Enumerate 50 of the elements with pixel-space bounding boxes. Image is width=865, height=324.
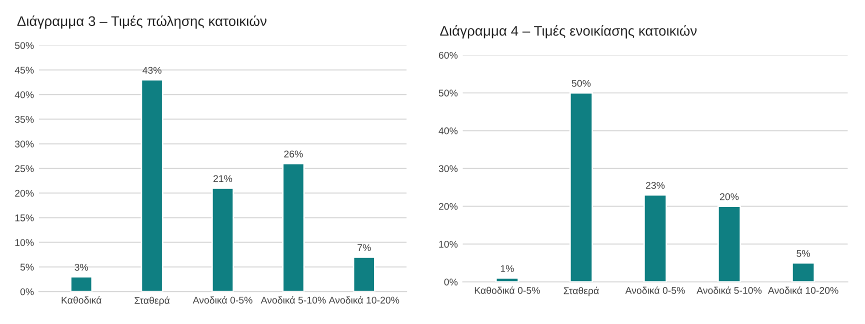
chart-title: Διάγραμμα 3 – Τιμές πώλησης κατοικιών [17, 15, 266, 29]
y-tick-label: 45% [14, 66, 34, 74]
data-label: 50% [572, 80, 591, 87]
y-tick-label: 15% [15, 214, 34, 222]
bar [70, 276, 93, 292]
x-tick-label: Σταθερά [564, 286, 599, 296]
x-tick-label: Ανοδικά 5-10% [260, 296, 326, 304]
y-tick-label: 35% [14, 116, 34, 123]
bar [569, 92, 594, 282]
y-tick-label: 30% [438, 165, 458, 172]
data-label: 23% [646, 182, 665, 189]
data-label: 20% [720, 193, 739, 200]
x-tick-label: Ανοδικά 10-20% [768, 286, 838, 294]
y-tick-label: 50% [438, 90, 458, 96]
y-tick-label: 60% [438, 52, 458, 59]
x-tick-label: Καθοδικά 0-5% [474, 286, 540, 294]
bar [352, 256, 376, 292]
bar [140, 79, 164, 292]
y-tick-label: 0% [20, 288, 34, 296]
y-tick-label: 40% [14, 91, 34, 98]
data-label: 7% [358, 244, 371, 251]
y-tick-label: 10% [439, 240, 458, 248]
data-label: 5% [796, 250, 810, 257]
y-tick-label: 50% [14, 42, 34, 49]
bar [717, 206, 742, 282]
x-tick-label: Ανοδικά 5-10% [696, 286, 762, 294]
x-tick-label: Ανοδικά 10-20% [328, 296, 400, 304]
bar [495, 277, 519, 282]
bar [211, 187, 234, 292]
bar [791, 262, 816, 282]
y-tick-label: 30% [14, 140, 34, 148]
x-tick-label: Ανοδικά 0-5% [625, 286, 685, 294]
x-tick-label: Καθοδικά [62, 296, 102, 304]
data-label: 26% [284, 150, 303, 158]
y-tick-label: 25% [15, 165, 34, 172]
chart-title: Διάγραμμα 4 – Τιμές ενοικίασης κατοικιών [440, 25, 697, 39]
x-tick-label: Ανοδικά 0-5% [192, 296, 252, 304]
bar [282, 162, 305, 292]
y-tick-label: 5% [20, 264, 34, 271]
y-tick-label: 40% [438, 127, 458, 134]
data-label: 1% [500, 265, 514, 272]
bar [643, 194, 668, 282]
data-label: 43% [142, 66, 162, 74]
y-tick-label: 0% [444, 278, 458, 286]
y-tick-label: 20% [15, 190, 34, 197]
y-tick-label: 10% [15, 239, 34, 246]
x-tick-label: Σταθερά [134, 296, 170, 306]
data-label: 21% [214, 175, 232, 182]
y-tick-label: 20% [438, 203, 458, 210]
data-label: 3% [74, 264, 88, 271]
